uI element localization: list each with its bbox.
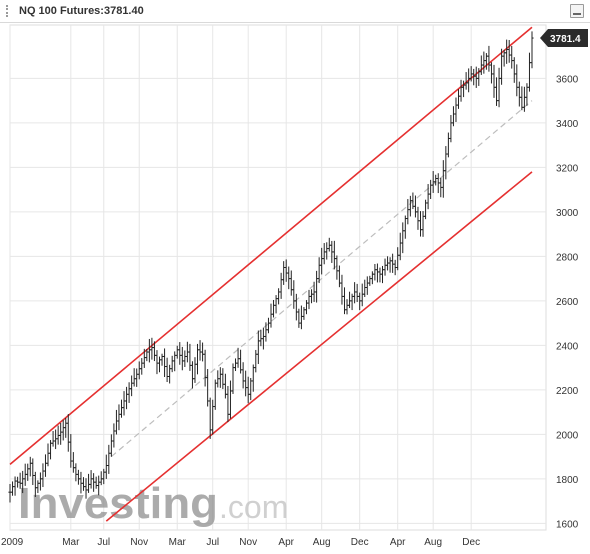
y-axis: 1600 1800 2000 2200 2400 2600 2800 3000 3200 3400… (556, 74, 579, 530)
x-axis: 2009 Mar Jul Nov Mar Jul Nov Apr Aug Dec Apr Aug Dec (1, 537, 480, 548)
watermark-domain: .com (219, 489, 288, 525)
minimize-icon (573, 13, 581, 15)
y-tick-label: 1800 (556, 475, 579, 486)
minimize-button[interactable] (570, 4, 584, 18)
chart-title: NQ 100 Futures:3781.40 (19, 5, 144, 17)
plot-area (9, 24, 547, 531)
y-tick-label: 3600 (556, 74, 579, 85)
last-price-tag: 3781.4 (540, 29, 588, 48)
y-tick-label: 1600 (556, 519, 579, 530)
y-tick-label: 2000 (556, 430, 579, 441)
y-tick-label: 2600 (556, 297, 579, 308)
grid-lines (9, 25, 546, 530)
x-tick-label: Mar (62, 537, 80, 548)
trend-line-mid-channel (110, 100, 533, 458)
x-tick-label: Mar (169, 537, 187, 548)
ohlc-bars (8, 31, 534, 503)
watermark: Investing .com (18, 479, 288, 528)
y-tick-label: 2200 (556, 386, 579, 397)
x-tick-label: 2009 (1, 537, 24, 548)
y-tick-label: 2400 (556, 341, 579, 352)
y-tick-label: 3200 (556, 163, 579, 174)
x-tick-label: Jul (206, 537, 219, 548)
trend-lines (9, 26, 533, 522)
trend-line-upper-channel (9, 26, 533, 465)
x-tick-label: Dec (462, 537, 480, 548)
trend-line-lower-channel (105, 171, 533, 522)
y-tick-label: 3000 (556, 208, 579, 219)
x-tick-label: Dec (351, 537, 369, 548)
x-tick-label: Apr (278, 537, 294, 548)
x-tick-label: Nov (130, 537, 148, 548)
x-tick-label: Apr (390, 537, 406, 548)
x-tick-label: Nov (239, 537, 257, 548)
x-tick-label: Jul (97, 537, 110, 548)
y-tick-label: 3400 (556, 119, 579, 130)
watermark-investing: Investing (18, 479, 218, 528)
chart-header: NQ 100 Futures:3781.40 (0, 0, 590, 23)
drag-handle-icon[interactable] (6, 5, 11, 17)
last-price-tag-shape (540, 29, 588, 48)
header-left: NQ 100 Futures:3781.40 (6, 4, 144, 18)
x-tick-label: Aug (424, 537, 442, 548)
y-tick-label: 2800 (556, 252, 579, 263)
x-tick-label: Aug (313, 537, 331, 548)
last-price-label: 3781.4 (550, 34, 581, 45)
